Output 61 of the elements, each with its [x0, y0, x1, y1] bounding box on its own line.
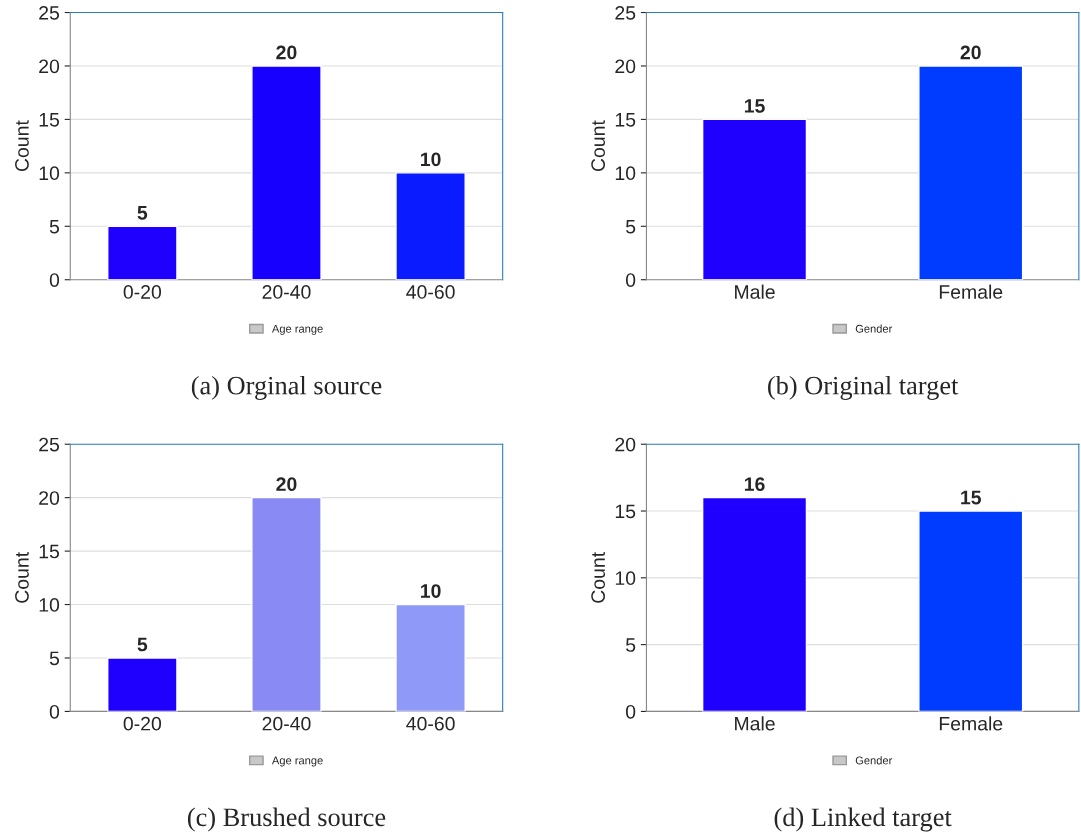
y-tick-label: 0 [49, 273, 60, 287]
data-label: 15 [744, 99, 765, 113]
y-tick-label: 20 [39, 59, 60, 74]
text: Gender [855, 324, 893, 333]
y-tick-label: 20 [615, 437, 636, 452]
bar [107, 225, 178, 280]
text: Age range [271, 324, 323, 335]
bar [395, 172, 466, 280]
data-label: 10 [421, 152, 441, 167]
y-tick-label: 5 [49, 651, 60, 666]
y-tick-label: 5 [49, 219, 60, 234]
x-tick-label: Male [735, 716, 775, 731]
y-tick-label: 25 [615, 5, 636, 20]
y-tick-label: 15 [615, 504, 636, 519]
x-tick-label: Female [939, 716, 1003, 731]
y-tick-label: 25 [39, 437, 60, 452]
x-tick-label: 20-40 [262, 716, 311, 731]
y-tick-label: 10 [39, 166, 60, 181]
bar [107, 657, 178, 712]
data-label: 20 [276, 45, 297, 60]
y-tick-label: 10 [615, 571, 636, 586]
x-tick-label: 0-20 [123, 285, 162, 299]
y-tick-label: 5 [625, 638, 636, 652]
text: (a) Orginal source [191, 375, 382, 400]
y-axis-title: Count [591, 120, 605, 172]
y-tick-label: 20 [615, 59, 636, 74]
y-axis-title: Count [15, 552, 29, 603]
data-label: 16 [744, 477, 765, 492]
bar [251, 496, 322, 712]
y-tick-label: 15 [615, 113, 636, 127]
y-tick-label: 15 [39, 544, 60, 559]
data-label: 5 [137, 637, 148, 652]
y-tick-label: 0 [625, 273, 636, 287]
text: (c) Brushed source [187, 807, 386, 832]
y-tick-label: 25 [39, 5, 60, 20]
data-label: 15 [961, 490, 982, 505]
x-tick-label: 40-60 [406, 716, 455, 731]
x-tick-label: Female [939, 284, 1003, 299]
y-tick-label: 0 [49, 704, 60, 719]
x-tick-label: 20-40 [262, 285, 311, 299]
y-tick-label: 5 [625, 219, 636, 234]
y-tick-label: 20 [39, 491, 60, 505]
x-tick-label: 0-20 [123, 716, 162, 731]
y-tick-label: 10 [39, 598, 60, 612]
text: (b) Original target [768, 375, 959, 400]
y-tick-label: 0 [625, 704, 636, 719]
x-tick-label: Male [735, 284, 775, 299]
text: Gender [855, 756, 893, 765]
bar [251, 65, 322, 280]
data-label: 10 [421, 584, 441, 598]
data-label: 20 [960, 45, 981, 60]
data-label: 5 [137, 206, 148, 220]
y-axis-title: Count [591, 552, 605, 603]
y-axis-title: Count [15, 120, 29, 172]
y-tick-label: 15 [39, 113, 60, 127]
bar [395, 603, 466, 712]
text: Age range [271, 756, 323, 767]
text: (d) Linked target [774, 807, 952, 832]
data-label: 20 [276, 477, 297, 492]
y-tick-label: 10 [615, 166, 636, 181]
x-tick-label: 40-60 [406, 285, 455, 299]
